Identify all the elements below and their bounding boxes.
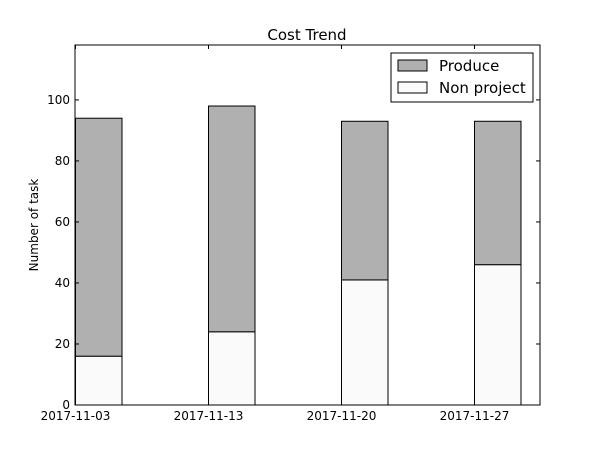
- bar-non-project-1: [75, 355, 123, 406]
- x-axis: 2017-11-03 2017-11-13 2017-11-20 2017-11-27: [41, 45, 510, 423]
- bar-non-project-2: [208, 331, 256, 406]
- y-tick-label: 80: [55, 154, 70, 168]
- legend-label: Non project: [439, 79, 526, 97]
- bar-non-project-3: [341, 279, 389, 406]
- plot-frame: [74, 44, 541, 406]
- y-tick-label: 0: [62, 398, 70, 412]
- x-tick-label: 2017-11-20: [307, 409, 377, 423]
- bar-produce-1: [75, 117, 123, 357]
- x-tick-label: 2017-11-27: [440, 409, 510, 423]
- bar-produce-2: [208, 105, 256, 333]
- legend-label: Produce: [439, 57, 499, 75]
- y-tick-label: 40: [55, 276, 70, 290]
- x-tick-label: 2017-11-13: [174, 409, 244, 423]
- bar-produce-3: [341, 120, 389, 281]
- legend-swatch: [397, 81, 428, 94]
- bar-produce-4: [474, 120, 522, 266]
- bars-group: [75, 105, 522, 406]
- y-axis: 0 20 40 60 80 100: [47, 93, 540, 412]
- x-tick-label: 2017-11-03: [41, 409, 111, 423]
- bar-non-project-4: [474, 264, 522, 406]
- legend-swatch: [397, 59, 428, 72]
- y-tick-label: 20: [55, 337, 70, 351]
- chart-title: Cost Trend: [267, 26, 346, 44]
- y-tick-label: 60: [55, 215, 70, 229]
- legend: Produce Non project: [390, 52, 534, 103]
- y-axis-label: Number of task: [27, 179, 41, 272]
- y-tick-label: 100: [47, 93, 70, 107]
